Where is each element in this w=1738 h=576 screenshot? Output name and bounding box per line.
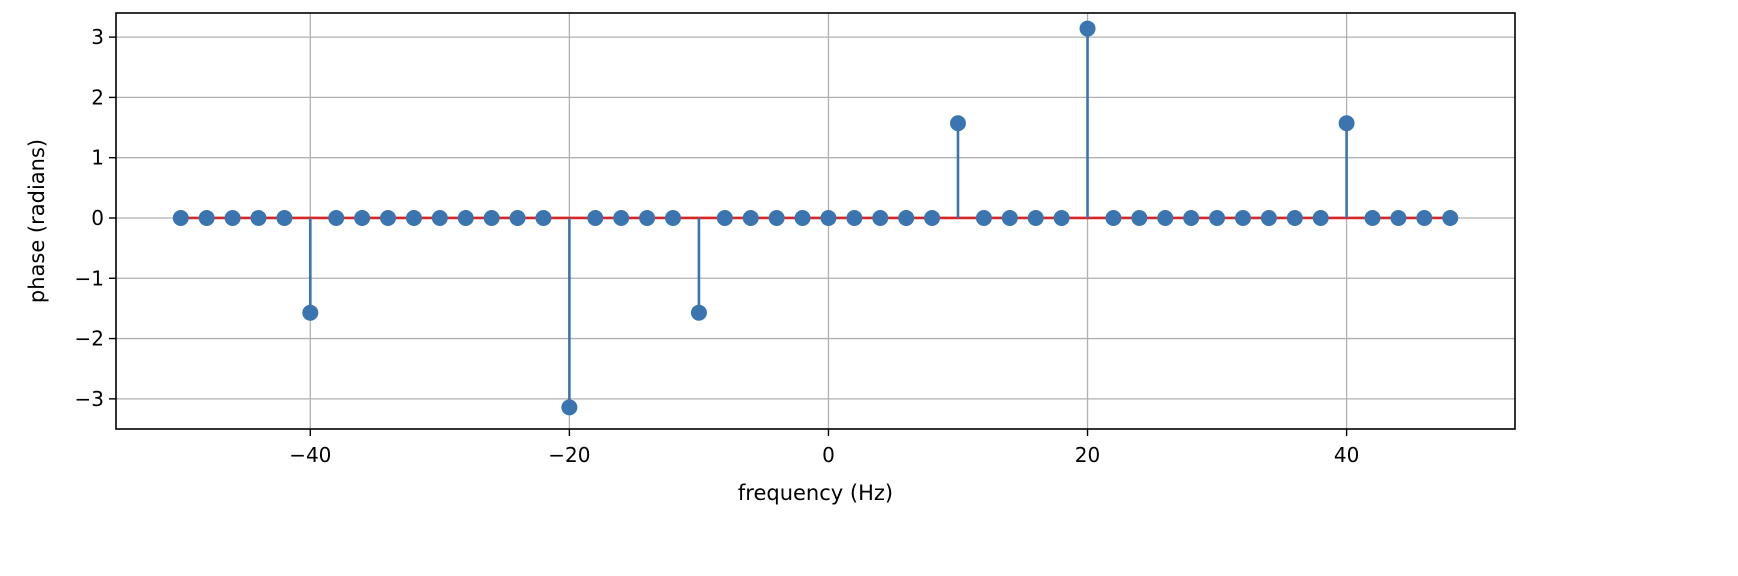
y-axis: −3 −2 −1 0 1 2 3 [75, 25, 116, 411]
stem-marker [820, 209, 837, 226]
stem-marker [1234, 209, 1251, 226]
stem-marker [354, 209, 371, 226]
stem-marker [1183, 209, 1200, 226]
stem-marker [250, 209, 267, 226]
stem-marker [1312, 209, 1329, 226]
y-tick-label: 1 [91, 146, 104, 170]
stem-marker [561, 399, 578, 416]
y-tick-label: 0 [91, 206, 104, 230]
stem-marker [1416, 209, 1433, 226]
stem-marker [794, 209, 811, 226]
stem-marker [535, 209, 552, 226]
y-tick-label: −3 [75, 387, 104, 411]
stem-marker [276, 209, 293, 226]
stem-marker [1027, 209, 1044, 226]
x-axis: −40 −20 0 20 40 [289, 429, 1359, 467]
stem-marker [1442, 209, 1459, 226]
stem-marker [613, 209, 630, 226]
stem-marker [587, 209, 604, 226]
stem-marker [1209, 209, 1226, 226]
stem-marker [1364, 209, 1381, 226]
stem-marker [665, 209, 682, 226]
stem-marker [1053, 209, 1070, 226]
plot-frame [115, 12, 1516, 430]
stem-marker [690, 304, 707, 321]
stem-marker [198, 209, 215, 226]
stem-marker [1079, 20, 1096, 37]
stem-marker [1131, 209, 1148, 226]
x-tick-label: −40 [289, 443, 331, 467]
y-tick-label: 2 [91, 85, 104, 109]
stem-marker [768, 209, 785, 226]
stem-marker [431, 209, 448, 226]
stem-marker [380, 209, 397, 226]
stem-marker [975, 209, 992, 226]
stem-marker [1260, 209, 1277, 226]
x-axis-title: frequency (Hz) [738, 481, 893, 505]
stem-marker [1390, 209, 1407, 226]
stem-marker [898, 209, 915, 226]
stem-marker [328, 209, 345, 226]
stem-marker [224, 209, 241, 226]
stem-marker [1157, 209, 1174, 226]
stem-marker [639, 209, 656, 226]
stem-marker [1105, 209, 1122, 226]
y-axis-title: phase (radians) [25, 139, 49, 303]
stem-marker [742, 209, 759, 226]
stem-marker [716, 209, 733, 226]
stem-marker [846, 209, 863, 226]
stem-marker [924, 209, 941, 226]
y-tick-label: −2 [75, 327, 104, 351]
x-tick-label: −20 [548, 443, 590, 467]
x-tick-label: 40 [1334, 443, 1359, 467]
y-tick-label: 3 [91, 25, 104, 49]
y-tick-label: −1 [75, 266, 104, 290]
stem-marker [1338, 115, 1355, 132]
stem-marker [302, 304, 319, 321]
stem-marker [1286, 209, 1303, 226]
stem-marker [509, 209, 526, 226]
stem-marker [949, 115, 966, 132]
stem-marker [1001, 209, 1018, 226]
stem-marker [172, 209, 189, 226]
stem-marker [457, 209, 474, 226]
markers [172, 20, 1459, 416]
x-tick-label: 20 [1075, 443, 1100, 467]
grid [116, 13, 1515, 429]
stem-marker [872, 209, 889, 226]
stem-marker [405, 209, 422, 226]
x-tick-label: 0 [822, 443, 835, 467]
stem-marker [483, 209, 500, 226]
stems [309, 28, 1348, 408]
